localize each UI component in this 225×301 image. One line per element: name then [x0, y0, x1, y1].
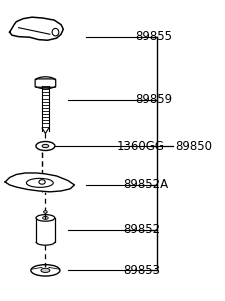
Ellipse shape [31, 265, 60, 276]
Ellipse shape [41, 268, 50, 272]
Ellipse shape [42, 144, 49, 148]
Polygon shape [10, 17, 63, 40]
Text: 89855: 89855 [135, 30, 172, 43]
Text: 89859: 89859 [135, 93, 172, 106]
Ellipse shape [44, 211, 47, 213]
Polygon shape [5, 173, 74, 192]
Text: 1360GG: 1360GG [117, 139, 165, 153]
Text: 89853: 89853 [124, 264, 161, 277]
Ellipse shape [36, 141, 55, 150]
Text: 89852A: 89852A [124, 178, 169, 191]
Ellipse shape [36, 215, 55, 221]
FancyBboxPatch shape [35, 79, 56, 87]
Text: 89850: 89850 [175, 139, 212, 153]
Ellipse shape [43, 216, 48, 219]
Ellipse shape [39, 180, 45, 184]
Text: 89852: 89852 [124, 223, 161, 236]
